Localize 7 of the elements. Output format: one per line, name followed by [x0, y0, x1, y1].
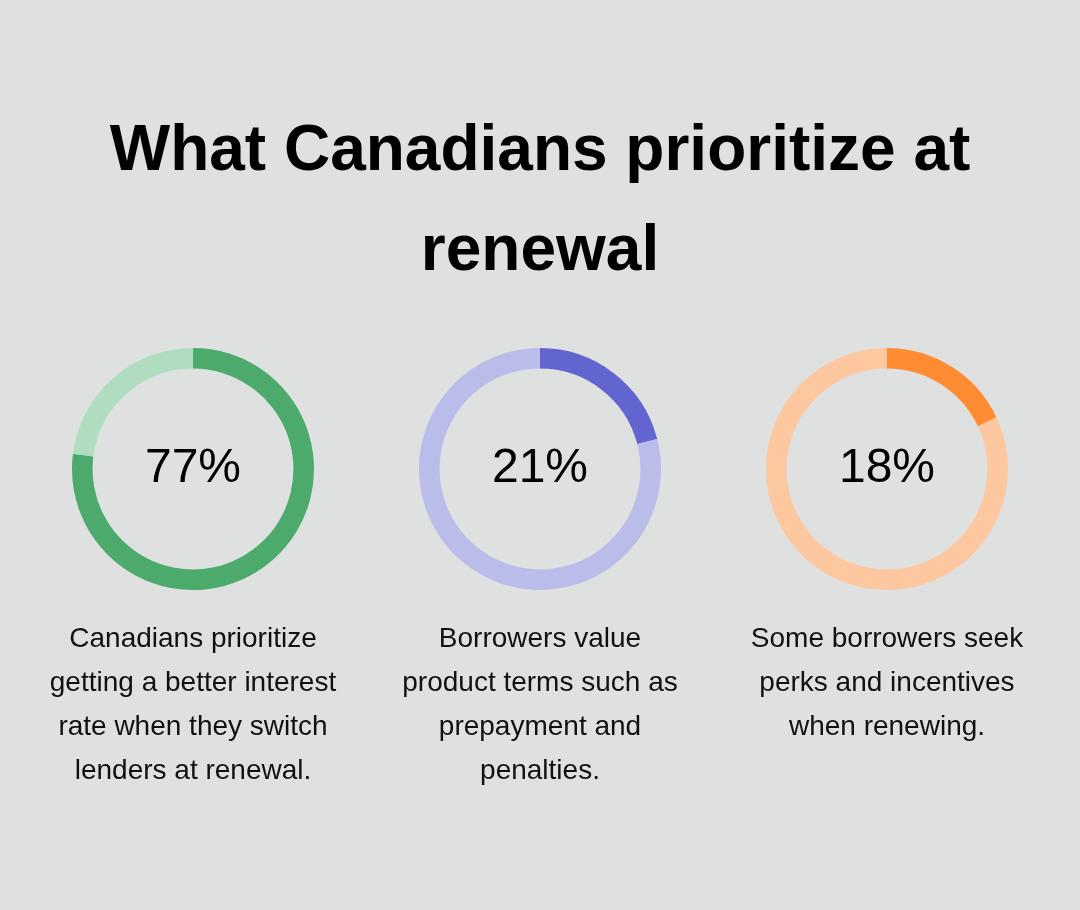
- text: Some borrowers seek perks and incentives when renewing.: [749, 621, 1025, 743]
- data-label: 77%: [144, 439, 242, 493]
- data-label: 21%: [491, 439, 589, 493]
- text: What Canadians prioritize at renewal: [108, 111, 972, 286]
- data-label: 18%: [838, 439, 936, 493]
- text: Borrowers value product terms such as prepayment and penalties.: [401, 621, 679, 787]
- text: Canadians prioritize getting a better interest rate when they switch lenders at renewal.: [48, 621, 338, 787]
